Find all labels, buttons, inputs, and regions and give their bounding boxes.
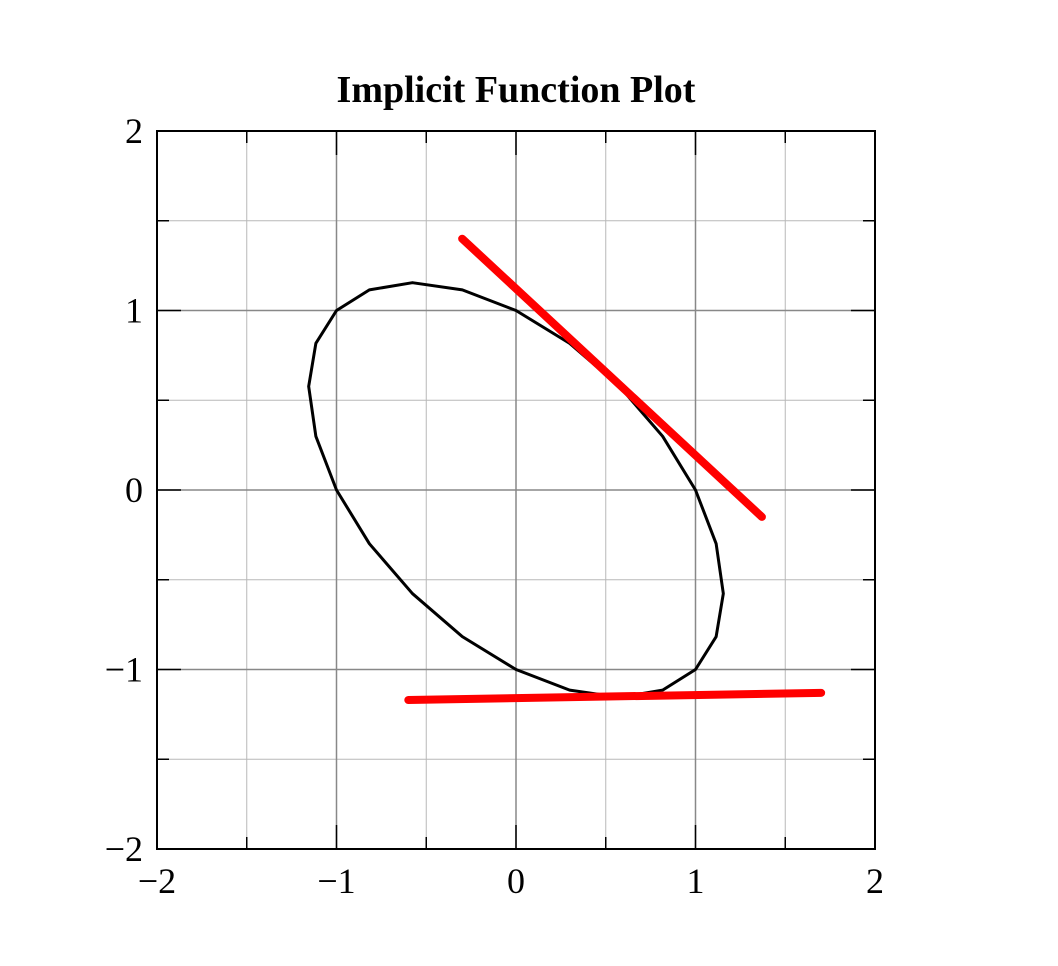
x-tick-label: 2: [866, 861, 884, 901]
plot-frame: [156, 130, 876, 850]
x-tick-label: 0: [507, 861, 525, 901]
x-tick-label: −1: [317, 861, 355, 901]
y-tick-label: 2: [125, 111, 143, 151]
y-tick-label: −1: [105, 650, 143, 690]
x-tick-label: −2: [138, 861, 176, 901]
tangent-line: [458, 234, 766, 521]
curve: [307, 281, 725, 699]
y-tick-label: 1: [125, 291, 143, 331]
chart-title: Implicit Function Plot: [337, 69, 696, 111]
y-tick-label: −2: [105, 829, 143, 869]
tangent-line: [404, 688, 826, 705]
y-tick-label: 0: [125, 470, 143, 510]
x-tick-label: 1: [687, 861, 705, 901]
